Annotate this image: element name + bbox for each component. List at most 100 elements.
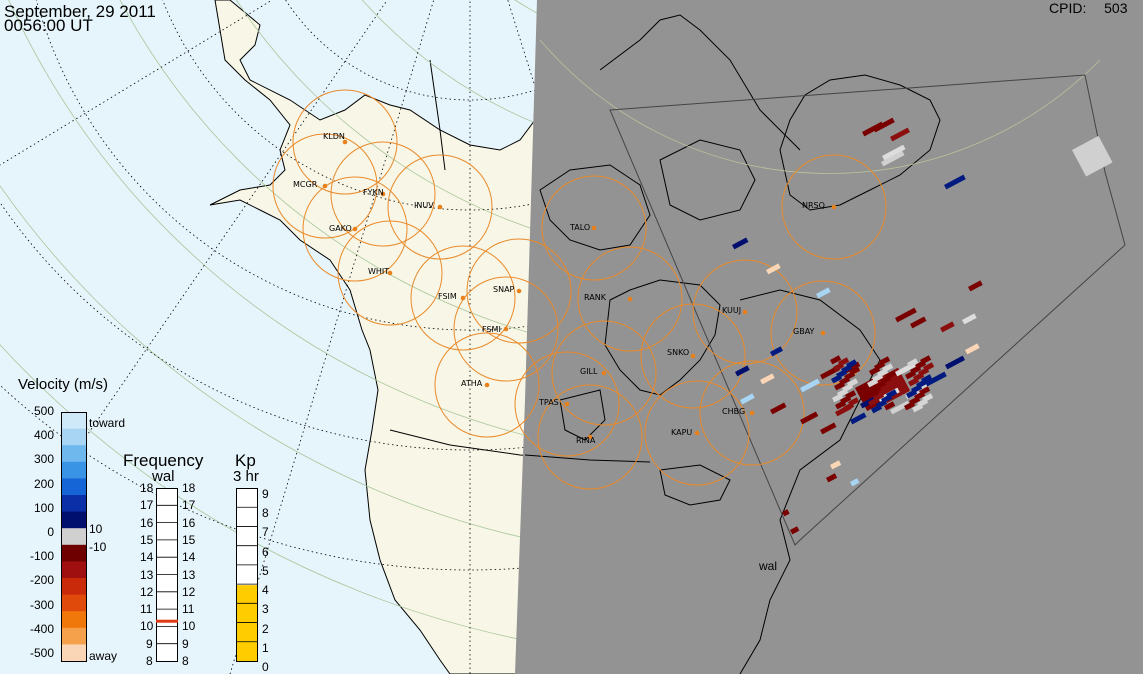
velocity-vector [890, 127, 911, 142]
radar-label-kldn: KLDN [323, 132, 345, 141]
velocity-vector [770, 402, 787, 415]
away-label: away [89, 649, 118, 663]
kp-tick: 4 [262, 583, 269, 598]
radar-circles [272, 89, 887, 490]
radar-label-whit: WHIT [368, 267, 390, 276]
radar-label-snko: SNKO [667, 348, 690, 357]
frequency-left-tick: 10 [140, 619, 154, 634]
radar-fov-circle-nrsq [781, 154, 887, 260]
radar-site-atha[interactable] [484, 382, 490, 388]
frequency-left-tick: 16 [140, 515, 154, 530]
frequency-left-tick: 8 [146, 654, 153, 668]
radar-fov-circle-snko [640, 303, 746, 409]
date-label: September, 29 2011 [4, 2, 156, 21]
radar-site-kapu[interactable] [694, 430, 700, 436]
radar-site-rina[interactable] [587, 434, 593, 440]
radar-label-snap: SNAP [493, 285, 515, 294]
velocity-vector [886, 389, 898, 399]
velocity-vector [895, 307, 917, 323]
velocity-color-segment [61, 511, 87, 529]
velocity-vector [882, 363, 894, 373]
radar-fov-circle-mcgr [272, 133, 378, 239]
velocity-vector [965, 343, 980, 355]
velocity-tick: -100 [29, 549, 54, 564]
radar-sites [322, 139, 837, 440]
velocity-tick: 300 [33, 452, 54, 467]
radar-site-rank[interactable] [627, 296, 633, 302]
kp-scale [236, 488, 258, 662]
radar-site-talo[interactable] [591, 225, 597, 231]
neg-threshold-label: -10 [89, 540, 107, 554]
velocity-vector [879, 356, 891, 366]
radar-site-fsmi[interactable] [503, 326, 509, 332]
frequency-right-tick: 8 [182, 654, 189, 668]
radar-label-fsmi: FSMI [482, 325, 501, 334]
kp-legend-title: Kp [235, 451, 256, 470]
velocity-vector [849, 366, 861, 376]
radar-label-kapu: KAPU [671, 428, 693, 437]
radar-fov-circle-whit [337, 220, 443, 326]
radar-label-atha: ATHA [461, 379, 483, 388]
frequency-right-tick: 11 [182, 602, 195, 617]
velocity-vector [873, 117, 895, 133]
radar-site-fykn[interactable] [380, 191, 386, 197]
radar-site-fsim[interactable] [460, 295, 466, 301]
radar-label-talo: TALO [570, 223, 591, 232]
velocity-vector [800, 378, 821, 393]
velocity-color-segment [61, 627, 87, 645]
fov-radar-label: wal [759, 559, 778, 573]
frequency-left-tick: 11 [140, 602, 153, 617]
velocity-vector [884, 401, 896, 411]
radar-fov-circle-fsmi [453, 276, 559, 382]
velocity-vector [820, 422, 837, 435]
radar-site-kldn[interactable] [342, 139, 348, 145]
radar-site-whit[interactable] [387, 270, 393, 276]
radar-site-gbay[interactable] [820, 330, 826, 336]
radar-site-chbg[interactable] [749, 410, 755, 416]
velocity-vector [944, 174, 966, 190]
radar-fov-circle-tpas [514, 351, 620, 457]
radar-fov-circle-gako [302, 176, 408, 282]
velocity-vector [910, 316, 927, 329]
frequency-left-tick: 15 [140, 532, 154, 547]
velocity-vector [847, 397, 860, 407]
radar-site-mcgr[interactable] [322, 183, 328, 189]
radar-site-gako[interactable] [352, 226, 358, 232]
velocity-vector [732, 237, 749, 250]
radar-fov-circle-talo [541, 175, 647, 281]
radar-site-inuv[interactable] [437, 204, 443, 210]
frequency-marker [156, 619, 178, 623]
radar-site-kuuj[interactable] [742, 309, 748, 315]
radar-fov-circle-kuuj [692, 259, 798, 365]
velocity-vector [883, 382, 895, 392]
frequency-right-tick: 14 [182, 550, 196, 565]
radar-site-nrsq[interactable] [831, 204, 837, 210]
radar-site-snap[interactable] [516, 288, 522, 294]
night-side [515, 0, 1143, 674]
radar-fov-circle-atha [434, 332, 540, 438]
velocity-vector [919, 386, 931, 396]
radar-site-gill[interactable] [601, 370, 607, 376]
velocity-vector [766, 263, 781, 275]
velocity-color-segment [61, 544, 87, 562]
frequency-right-tick: 13 [182, 567, 196, 582]
frequency-right-tick: 12 [182, 584, 196, 599]
velocity-tick: -200 [29, 573, 54, 588]
radar-fov-circle-gbay [770, 280, 876, 386]
velocity-vector [846, 359, 858, 369]
frequency-right-tick: 17 [182, 498, 196, 513]
frequency-left-tick: 12 [140, 584, 154, 599]
velocity-color-segment [61, 478, 87, 496]
velocity-vector [921, 374, 933, 384]
radar-fov-circle-fykn [330, 141, 436, 247]
velocity-color-segment [61, 495, 87, 513]
frequency-legend-title: Frequency [123, 451, 204, 470]
radar-fov-circle-kapu [644, 380, 750, 486]
velocity-vector [845, 390, 857, 400]
radar-site-snko[interactable] [690, 353, 696, 359]
kp-tick: 0 [262, 660, 269, 674]
velocity-color-segment [61, 644, 87, 662]
radar-site-tpas[interactable] [564, 401, 570, 407]
velocity-legend-title: Velocity (m/s) [18, 376, 109, 393]
velocity-color-segment [61, 461, 87, 479]
